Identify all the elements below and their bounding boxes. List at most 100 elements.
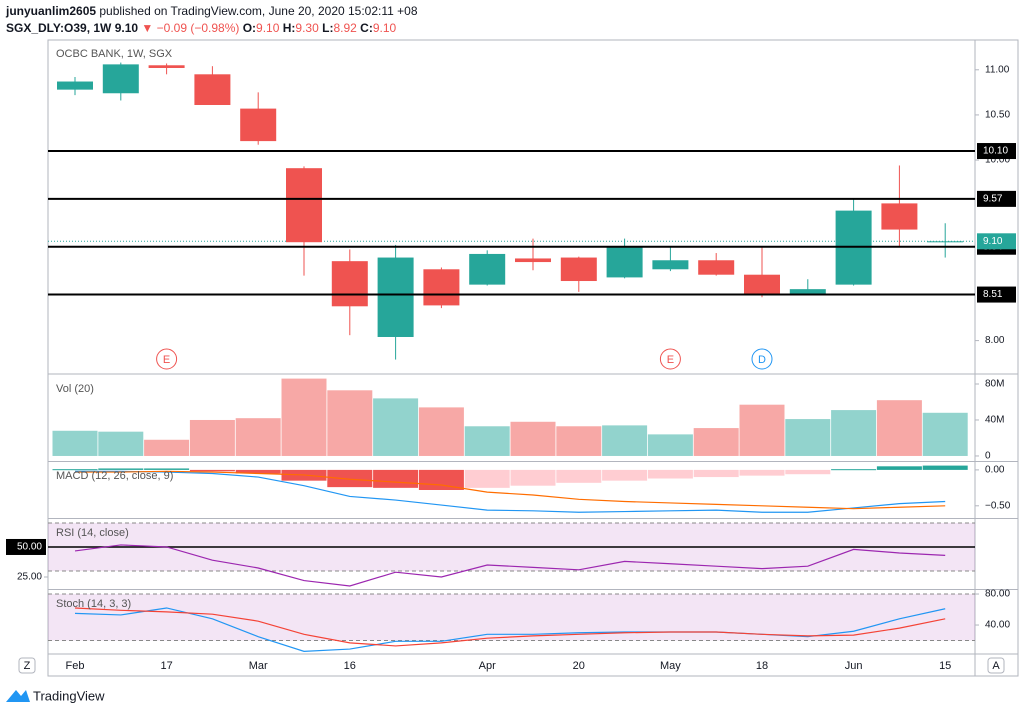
volume-bar: [464, 426, 510, 456]
ohlc-label: O:: [242, 21, 257, 35]
y-tick-label: 80.00: [985, 589, 1010, 600]
x-tick-label: 16: [344, 660, 356, 672]
volume-bar: [189, 419, 235, 456]
candle-body: [698, 260, 735, 275]
ohlc-label: C:: [360, 21, 373, 35]
candle-body: [515, 258, 551, 263]
candle-body: [286, 168, 322, 243]
histogram-bar: [327, 469, 373, 488]
pane-title: MACD (12, 26, close, 9): [56, 470, 173, 482]
level-label-bg: [977, 143, 1016, 160]
y-tick-label: 10.00: [985, 155, 1010, 166]
event-marker: [751, 348, 773, 370]
ohlc-label: L:: [322, 21, 334, 35]
auto-button-label[interactable]: A: [992, 660, 1000, 672]
event-marker: [659, 348, 681, 370]
y-tick-label: 10.50: [985, 110, 1010, 121]
published: published on TradingView.com, June 20, 2…: [96, 4, 418, 18]
y-tick-label: 8.00: [985, 335, 1005, 346]
x-tick-label: 15: [939, 660, 951, 672]
ohlc-label: H:: [282, 21, 296, 35]
candle-body: [57, 81, 93, 90]
volume-bar: [831, 410, 877, 456]
x-tick-label: Feb: [66, 660, 85, 672]
pane-title: Vol (20): [56, 383, 94, 395]
indicator-line: [75, 470, 946, 510]
level-label: 10.10: [983, 146, 1008, 157]
y-tick-label: 0: [985, 451, 991, 462]
ohlc-value: 9.30: [295, 21, 319, 35]
histogram-bar: [831, 469, 877, 471]
histogram-bar: [602, 469, 648, 481]
volume-bar: [647, 434, 693, 456]
ohlc-value: 9.10: [372, 21, 397, 35]
x-tick-label: Jun: [845, 660, 863, 672]
event-label: E: [163, 354, 170, 366]
volume-bar: [922, 412, 968, 456]
histogram-bar: [647, 469, 693, 479]
candle-body: [606, 246, 643, 278]
volume-bar: [876, 400, 922, 456]
histogram-bar: [144, 468, 190, 470]
level-label-bg: [977, 286, 1016, 303]
histogram-bar: [52, 469, 98, 471]
level-label-bg: [6, 538, 46, 555]
brand: TradingView: [33, 688, 105, 703]
x-tick-label: 17: [160, 660, 172, 672]
candle-body: [789, 289, 826, 294]
author: junyuanlim2605: [6, 4, 97, 18]
indicator-line: [74, 607, 946, 652]
histogram-bar: [373, 469, 419, 488]
candle-body: [377, 257, 414, 337]
histogram-bar: [556, 469, 602, 483]
y-tick-label: 40.00: [985, 620, 1010, 631]
volume-bar: [373, 398, 419, 456]
level-label: 50.00: [17, 542, 42, 553]
candle-body: [102, 64, 139, 94]
histogram-bar: [235, 469, 281, 474]
band: [48, 594, 975, 641]
candle-body: [469, 253, 506, 285]
change: ▼ −0.09 (−0.98%): [141, 21, 240, 35]
header-line: SGX_DLY:O39, 1W 9.10 ▼ −0.09 (−0.98%) O:…: [6, 20, 418, 37]
pane-title: Stoch (14, 3, 3): [56, 598, 131, 610]
volume-bar: [739, 404, 785, 456]
pane-title: OCBC BANK, 1W, SGX: [56, 48, 173, 60]
last: 9.10: [114, 21, 139, 35]
histogram-bar: [510, 469, 556, 486]
last-price-label: 9.10: [983, 236, 1003, 247]
indicator-line: [75, 470, 946, 513]
brand-logo: [6, 690, 30, 702]
candle-body: [881, 203, 918, 230]
symbol: SGX_DLY:O39, 1W: [6, 21, 112, 35]
candle-body: [744, 274, 780, 296]
scale-button[interactable]: [18, 657, 36, 674]
candle-body: [331, 261, 368, 307]
volume-bar: [281, 378, 327, 456]
auto-button[interactable]: [987, 657, 1005, 674]
histogram-bar: [464, 469, 510, 488]
volume-bar: [510, 421, 556, 456]
histogram-bar: [693, 469, 739, 478]
candle-body: [560, 257, 597, 282]
volume-bar: [418, 407, 464, 456]
ohlc-value: 9.10: [256, 21, 280, 35]
histogram-bar: [98, 468, 144, 470]
volume-bar: [52, 430, 98, 456]
volume-bar: [235, 418, 281, 456]
histogram-bar: [739, 469, 785, 476]
last-price-bg: [977, 233, 1016, 250]
event-label: E: [667, 354, 674, 366]
scale-button-label[interactable]: Z: [24, 660, 31, 672]
x-tick-label: 20: [573, 660, 585, 672]
y-tick-label: 80M: [985, 379, 1004, 390]
y-tick-label: 11.00: [985, 64, 1010, 75]
histogram-bar: [876, 466, 922, 470]
volume-bar: [785, 419, 831, 456]
y-tick-label: 0.00: [985, 465, 1005, 476]
indicator-line: [74, 544, 946, 587]
y-tick-label: 25.00: [17, 572, 42, 583]
frame: [47, 39, 1019, 677]
